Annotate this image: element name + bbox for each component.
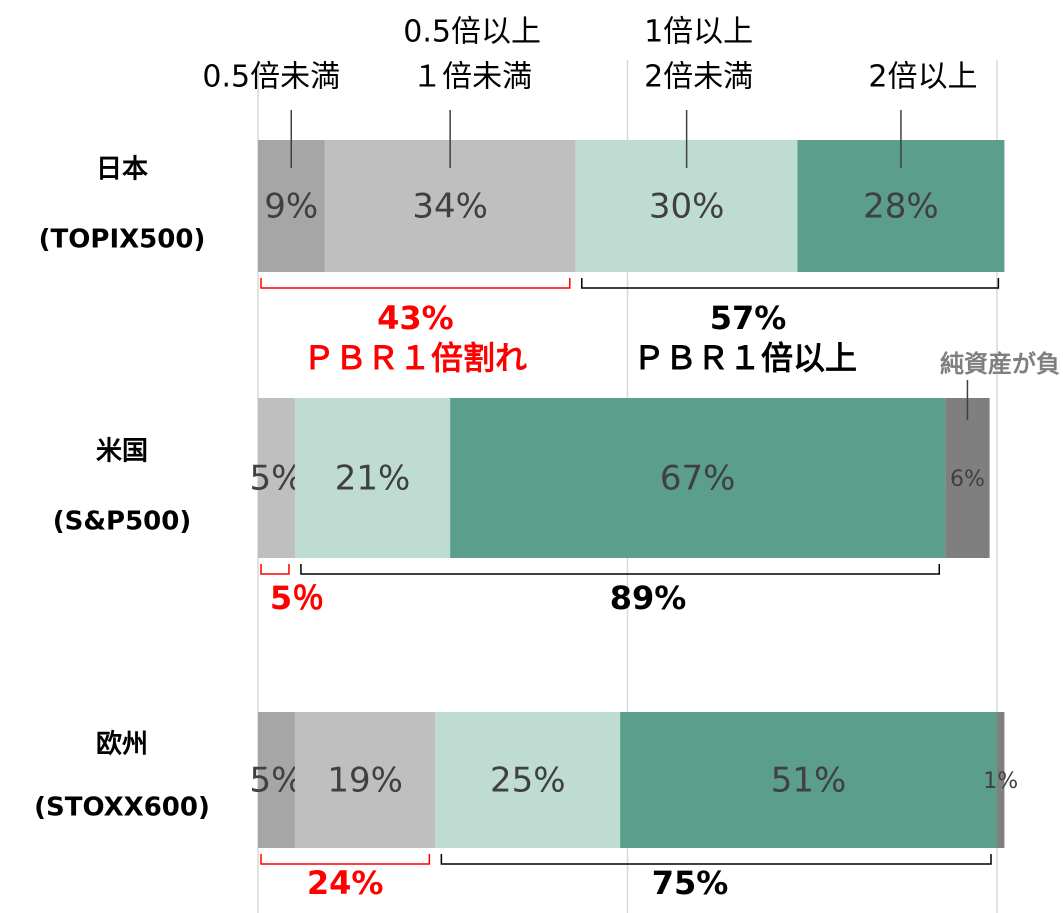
category-label: (S&P500) (53, 507, 192, 537)
legend-label: 1倍以上 (644, 15, 753, 50)
legend-label: 2倍以上 (868, 60, 977, 95)
legend-label: 2倍未満 (644, 60, 753, 95)
bracket (260, 278, 571, 289)
value-label: 25% (490, 761, 566, 801)
bracket (581, 278, 1000, 289)
value-label: 1% (983, 769, 1018, 794)
bar-segment (620, 712, 997, 848)
summary-label: 43% (377, 299, 454, 337)
summary-label: 5％ (270, 579, 324, 617)
value-label: 9% (264, 187, 318, 227)
bar-segment (435, 712, 621, 848)
bar-segment (997, 712, 1005, 848)
value-label: 5% (249, 459, 303, 499)
value-label: 67% (660, 459, 736, 499)
value-label: 30% (649, 187, 725, 227)
summary-name: ＰＢＲ１倍以上 (633, 339, 857, 377)
category-label: (TOPIX500) (39, 225, 206, 255)
category-label: 欧州 (96, 729, 148, 760)
bracket (440, 854, 992, 865)
summary-label: 75% (652, 864, 729, 902)
bar-segment (294, 712, 436, 848)
value-label: 28% (863, 187, 939, 227)
bar-segment (294, 398, 451, 558)
value-label: 5% (249, 761, 303, 801)
summary-label: 24% (307, 864, 384, 902)
summary-label: 57% (710, 299, 787, 337)
legend-label: 純資産が負 (940, 350, 1060, 378)
category-label: 米国 (96, 437, 148, 467)
bracket (260, 854, 431, 865)
category-label: 日本 (96, 155, 148, 185)
bracket (260, 564, 290, 575)
bar-segment (258, 712, 295, 848)
summary-label: 89% (610, 579, 687, 617)
bracket (300, 564, 941, 575)
legend-label: １倍未満 (412, 60, 532, 95)
bar-segment (945, 398, 990, 558)
value-label: 51% (771, 761, 847, 801)
value-label: 34% (412, 187, 488, 227)
value-label: 6% (950, 467, 985, 492)
category-label: (STOXX600) (34, 793, 210, 823)
value-label: 21% (335, 459, 411, 499)
summary-name: ＰＢＲ１倍割れ (303, 339, 527, 377)
bar-segment (450, 398, 946, 558)
value-label: 19% (327, 761, 403, 801)
legend-label: 0.5倍未満 (202, 60, 340, 95)
bar-segment (258, 398, 295, 558)
legend-label: 0.5倍以上 (403, 15, 541, 50)
